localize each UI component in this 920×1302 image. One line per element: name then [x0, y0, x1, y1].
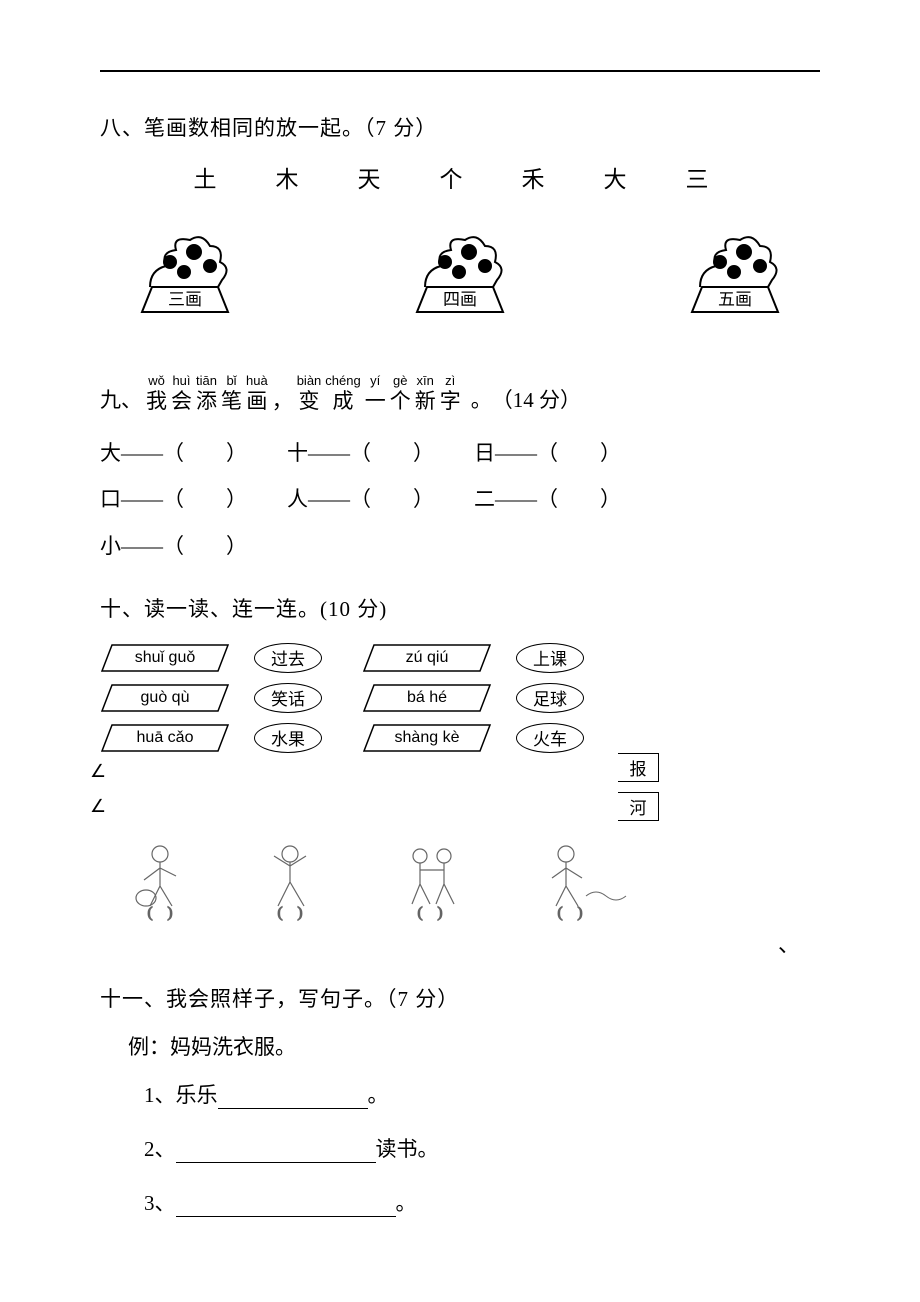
- pots-row: 三画 四画 五画: [100, 222, 820, 332]
- pinyin-box: shàng kè: [362, 723, 492, 753]
- word-oval: 笑话: [254, 683, 322, 713]
- section9-prefix: 九、: [100, 384, 142, 414]
- ruby-char: biàn变: [297, 374, 322, 414]
- ruby-char: ，: [272, 374, 293, 414]
- section10-title: 十、读一读、连一连。(10 分): [100, 593, 820, 623]
- pot-3-strokes: 三画: [110, 222, 260, 332]
- blank-item[interactable]: 二——（ ）: [474, 476, 621, 522]
- blank-item[interactable]: 口——（ ）: [100, 476, 247, 522]
- ruby-char: zì字: [440, 374, 461, 414]
- blank-item[interactable]: 小——（ ）: [100, 523, 247, 569]
- fill-line[interactable]: 2、读书。: [144, 1133, 820, 1163]
- pot-4-strokes: 四画: [385, 222, 535, 332]
- example-line: 例：妈妈洗衣服。: [128, 1031, 820, 1061]
- word-oval: 过去: [254, 643, 322, 673]
- section8-chars: 土 木 天 个 禾 大 三: [100, 160, 820, 194]
- ruby-char: tiān添: [196, 374, 217, 414]
- example-label: 例：: [128, 1035, 170, 1059]
- word-oval: 上课: [516, 643, 584, 673]
- svg-text:( ): ( ): [558, 905, 583, 921]
- blank-item[interactable]: 人——（ ）: [287, 476, 434, 522]
- fill-line[interactable]: 1、乐乐。: [144, 1079, 820, 1109]
- word-oval: 水果: [254, 723, 322, 753]
- fill-line[interactable]: 3、。: [144, 1187, 820, 1217]
- example-text: 妈妈洗衣服。: [170, 1035, 296, 1059]
- pot-label: 三画: [168, 290, 202, 309]
- stray-mark: 、: [100, 927, 820, 959]
- pinyin-box: guò qù: [100, 683, 230, 713]
- pinyin-box: shuǐ guǒ: [100, 643, 230, 673]
- word-oval: 足球: [516, 683, 584, 713]
- extra-box: 报: [618, 753, 659, 782]
- ruby-char: gè个: [390, 374, 411, 414]
- ruby-char: chéng成: [325, 374, 360, 414]
- ruby-char: xīn新: [415, 374, 436, 414]
- section11-title: 十一、我会照样子，写句子。（7 分）: [100, 983, 820, 1013]
- word-oval: 火车: [516, 723, 584, 753]
- blank-item[interactable]: 大——（ ）: [100, 430, 247, 476]
- match-area: ∠∠ shuǐ guǒguò qùhuā cǎo 过去笑话水果 zú qiúbá…: [100, 643, 820, 821]
- blank-item[interactable]: 日——（ ）: [474, 430, 621, 476]
- blank-item[interactable]: 十——（ ）: [287, 430, 434, 476]
- section9-tail: 。 （14 分）: [471, 384, 581, 414]
- section8-title: 八、笔画数相同的放一起。（7 分）: [100, 112, 820, 142]
- svg-text:( ): ( ): [418, 905, 443, 921]
- pot-label: 四画: [443, 290, 477, 309]
- ruby-char: yí一: [365, 374, 386, 414]
- picture-strip: ( ) ( ) ( ) ( ): [100, 831, 820, 921]
- ruby-char: huì会: [171, 374, 192, 414]
- section9-title: 九、 wǒ我huì会tiān添bǐ笔huà画 ，biàn变chéng成yí一gè…: [100, 372, 820, 414]
- svg-text:( ): ( ): [148, 905, 173, 921]
- extra-box: 河: [618, 792, 659, 821]
- section9-blanks: 大——（ ） 十——（ ） 日——（ ） 口——（ ） 人——（ ） 二——（ ） 小——（…: [100, 430, 820, 569]
- pot-label: 五画: [718, 290, 752, 309]
- pinyin-box: huā cǎo: [100, 723, 230, 753]
- fill-lines: 1、乐乐。 2、读书。 3、。: [144, 1079, 820, 1217]
- top-rule: [100, 70, 820, 72]
- angle-marks: ∠∠: [90, 761, 106, 817]
- pot-5-strokes: 五画: [660, 222, 810, 332]
- ruby-char: wǒ我: [146, 374, 167, 414]
- pinyin-box: bá hé: [362, 683, 492, 713]
- svg-text:( ): ( ): [278, 905, 303, 921]
- pinyin-box: zú qiú: [362, 643, 492, 673]
- ruby-char: huà画: [246, 374, 268, 414]
- ruby-char: bǐ笔: [221, 374, 242, 414]
